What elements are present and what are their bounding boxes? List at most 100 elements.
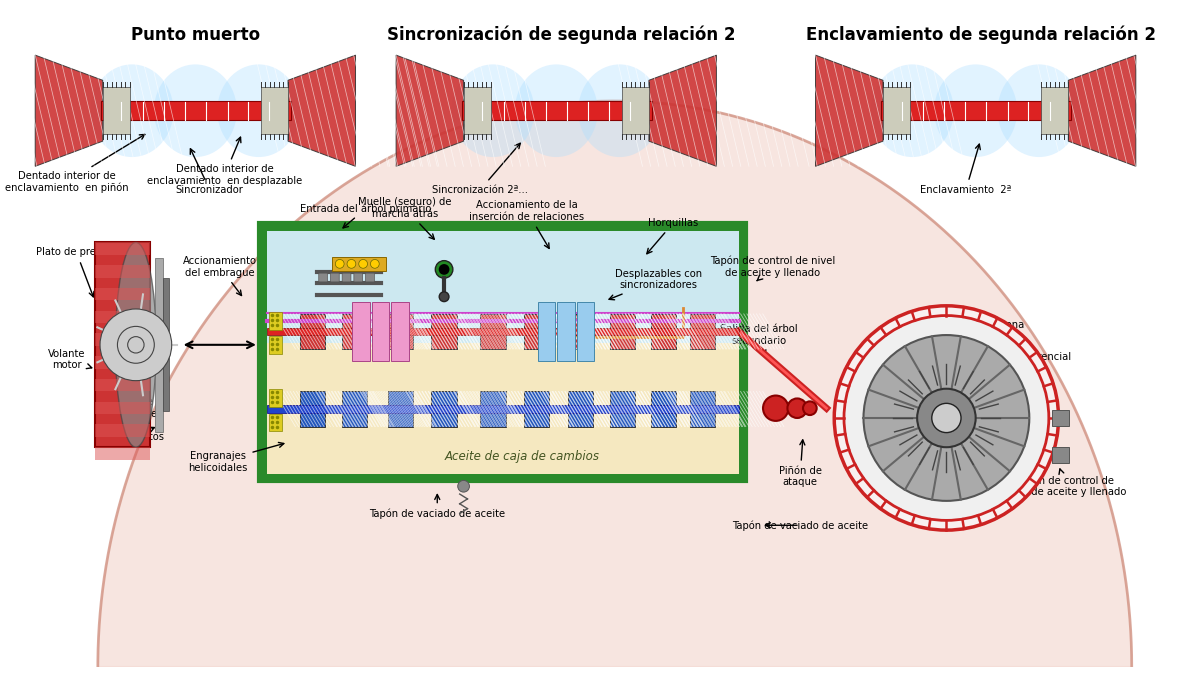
FancyBboxPatch shape	[391, 302, 409, 360]
FancyBboxPatch shape	[1042, 87, 1068, 134]
FancyBboxPatch shape	[95, 333, 150, 346]
Text: Disco de
embrague: Disco de embrague	[107, 391, 157, 419]
Text: Rodamientos: Rodamientos	[100, 427, 164, 443]
FancyBboxPatch shape	[330, 273, 340, 282]
FancyBboxPatch shape	[319, 273, 328, 282]
FancyBboxPatch shape	[95, 310, 150, 323]
Text: Enclavamiento  2ª: Enclavamiento 2ª	[920, 144, 1012, 194]
Text: Muelle (seguro) de
marcha atrás: Muelle (seguro) de marcha atrás	[359, 198, 452, 239]
FancyBboxPatch shape	[388, 314, 413, 349]
Ellipse shape	[871, 64, 954, 157]
Circle shape	[803, 402, 817, 415]
FancyBboxPatch shape	[95, 356, 150, 369]
Polygon shape	[649, 55, 716, 166]
FancyBboxPatch shape	[95, 402, 150, 414]
Text: Diferencial: Diferencial	[998, 352, 1072, 382]
Circle shape	[127, 337, 144, 353]
FancyBboxPatch shape	[577, 302, 594, 360]
FancyBboxPatch shape	[155, 258, 163, 432]
FancyBboxPatch shape	[103, 87, 130, 134]
FancyBboxPatch shape	[342, 273, 350, 282]
Ellipse shape	[578, 64, 661, 157]
FancyBboxPatch shape	[353, 302, 370, 360]
Polygon shape	[1068, 55, 1136, 166]
FancyBboxPatch shape	[557, 302, 575, 360]
FancyBboxPatch shape	[354, 273, 362, 282]
Text: Sincronización de segunda relación 2: Sincronización de segunda relación 2	[386, 26, 736, 45]
Circle shape	[100, 309, 172, 381]
Text: Aceite de caja de cambios: Aceite de caja de cambios	[445, 450, 600, 464]
FancyBboxPatch shape	[269, 389, 282, 407]
Text: Salida del árbol
secundario: Salida del árbol secundario	[720, 324, 798, 355]
FancyBboxPatch shape	[568, 314, 593, 349]
FancyBboxPatch shape	[432, 314, 457, 349]
FancyBboxPatch shape	[568, 392, 593, 427]
FancyBboxPatch shape	[524, 314, 550, 349]
FancyBboxPatch shape	[883, 87, 911, 134]
FancyBboxPatch shape	[95, 242, 150, 448]
FancyBboxPatch shape	[269, 336, 282, 354]
FancyBboxPatch shape	[300, 392, 325, 427]
Ellipse shape	[451, 64, 534, 157]
Text: Engranajes
helicoidales: Engranajes helicoidales	[188, 442, 284, 472]
Text: Enclavamiento de segunda relación 2: Enclavamiento de segunda relación 2	[805, 26, 1156, 45]
Text: Accionamiento
del embrague: Accionamiento del embrague	[182, 256, 257, 296]
Circle shape	[371, 259, 379, 268]
Text: Plato de presión: Plato de presión	[36, 247, 116, 297]
FancyBboxPatch shape	[95, 242, 150, 255]
Text: Tapón de vaciado de aceite: Tapón de vaciado de aceite	[370, 495, 505, 519]
Circle shape	[864, 335, 1030, 501]
FancyBboxPatch shape	[101, 101, 290, 120]
FancyBboxPatch shape	[260, 87, 288, 134]
FancyBboxPatch shape	[95, 379, 150, 391]
Text: Tapón de vaciado de aceite: Tapón de vaciado de aceite	[732, 520, 868, 531]
Circle shape	[118, 327, 155, 363]
FancyBboxPatch shape	[622, 87, 649, 134]
FancyBboxPatch shape	[462, 101, 652, 120]
FancyBboxPatch shape	[269, 414, 282, 431]
Circle shape	[359, 259, 367, 268]
Text: Desplazables con
sincronizadores: Desplazables con sincronizadores	[610, 269, 702, 300]
FancyBboxPatch shape	[388, 392, 413, 427]
FancyBboxPatch shape	[266, 231, 739, 474]
FancyBboxPatch shape	[95, 425, 150, 437]
Ellipse shape	[154, 64, 236, 157]
FancyBboxPatch shape	[881, 101, 1072, 120]
FancyBboxPatch shape	[610, 392, 635, 427]
FancyBboxPatch shape	[480, 392, 505, 427]
Ellipse shape	[935, 64, 1018, 157]
Ellipse shape	[217, 64, 300, 157]
FancyBboxPatch shape	[650, 314, 677, 349]
FancyBboxPatch shape	[372, 302, 390, 360]
FancyBboxPatch shape	[690, 314, 715, 349]
Polygon shape	[288, 55, 355, 166]
FancyBboxPatch shape	[95, 265, 150, 277]
FancyBboxPatch shape	[259, 223, 746, 481]
Polygon shape	[816, 55, 883, 166]
FancyBboxPatch shape	[610, 314, 635, 349]
Circle shape	[347, 259, 356, 268]
Text: Tapón de control de
nivel de aceite y llenado: Tapón de control de nivel de aceite y ll…	[1004, 469, 1127, 497]
Circle shape	[439, 264, 450, 275]
Text: Sincronización 2ª...: Sincronización 2ª...	[432, 143, 528, 194]
FancyBboxPatch shape	[342, 392, 367, 427]
FancyBboxPatch shape	[1051, 448, 1069, 463]
FancyBboxPatch shape	[1051, 410, 1069, 426]
FancyBboxPatch shape	[524, 392, 550, 427]
FancyBboxPatch shape	[300, 314, 325, 349]
FancyBboxPatch shape	[480, 314, 505, 349]
Circle shape	[763, 396, 788, 421]
FancyBboxPatch shape	[266, 231, 739, 343]
Polygon shape	[98, 101, 1132, 667]
Polygon shape	[35, 55, 103, 166]
Circle shape	[834, 306, 1058, 530]
FancyBboxPatch shape	[366, 273, 374, 282]
FancyBboxPatch shape	[163, 278, 169, 411]
Circle shape	[439, 292, 449, 302]
Circle shape	[436, 261, 452, 278]
Text: Piñón de
ataque: Piñón de ataque	[779, 440, 822, 487]
Text: Corona: Corona	[989, 321, 1025, 346]
Text: Dentado interior de
enclavamiento  en desplazable: Dentado interior de enclavamiento en des…	[148, 137, 302, 186]
Ellipse shape	[997, 64, 1080, 157]
Circle shape	[787, 398, 806, 418]
